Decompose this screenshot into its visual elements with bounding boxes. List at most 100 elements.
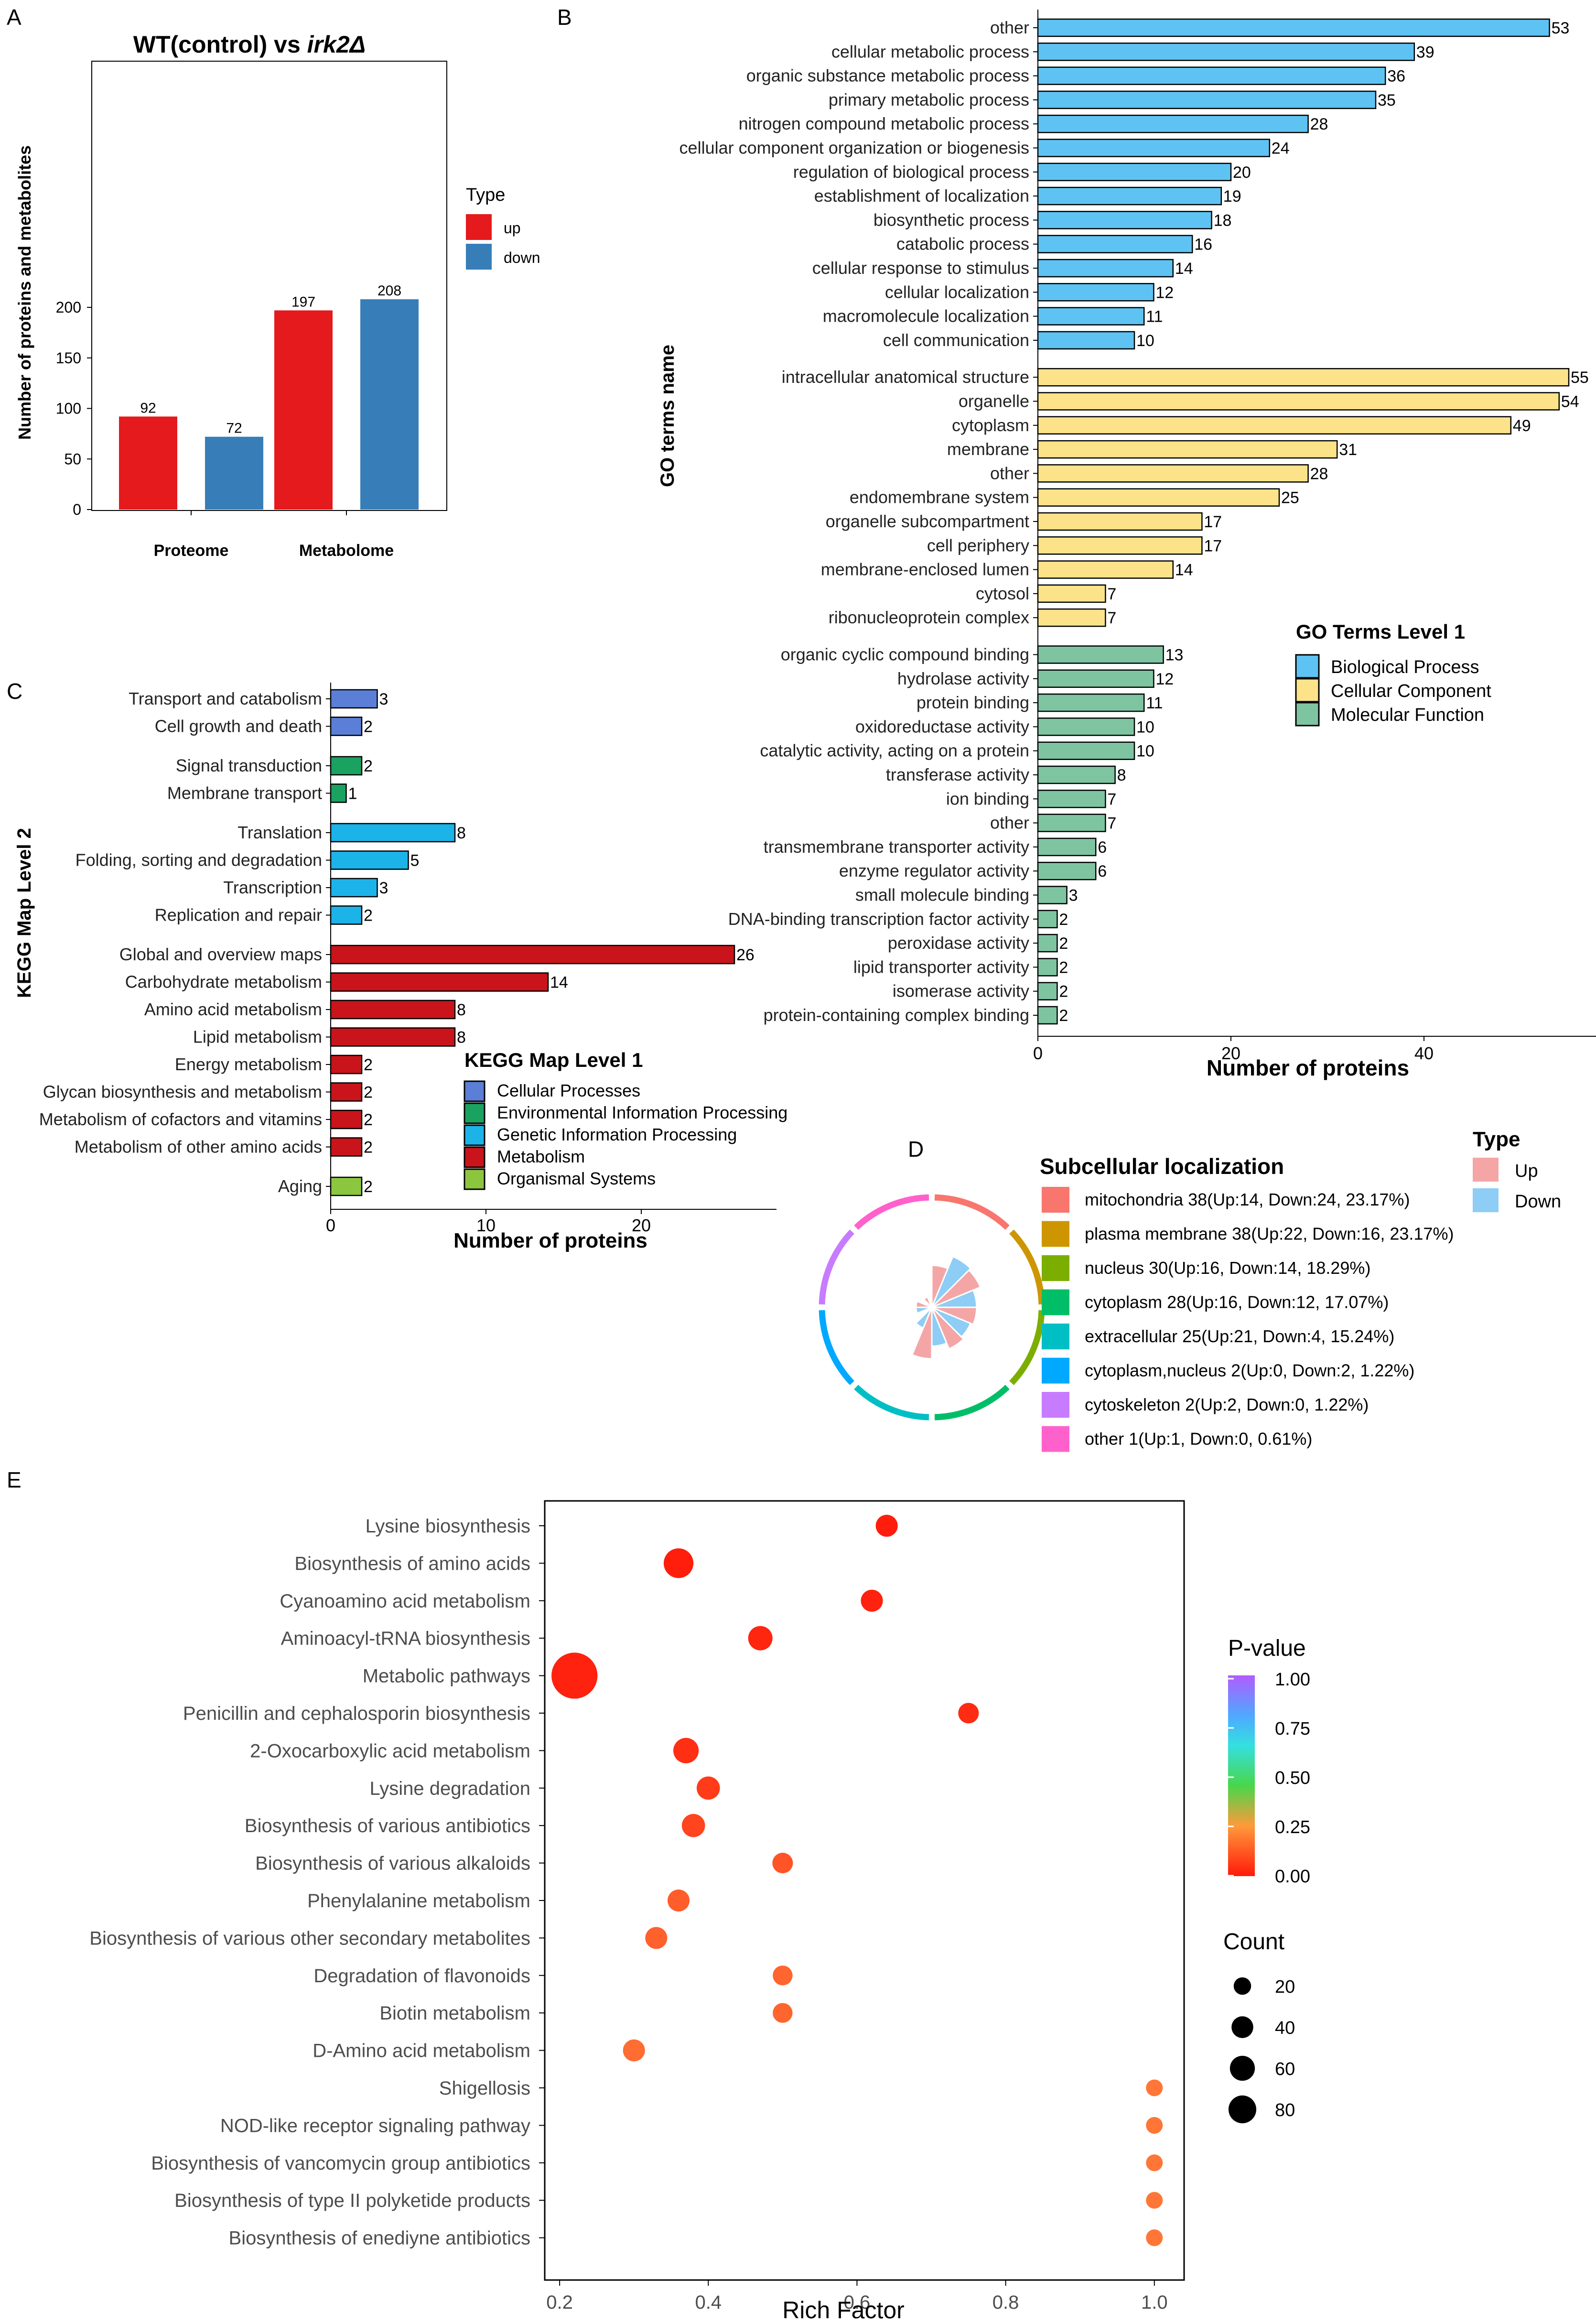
x-tick-label: 20 bbox=[632, 1216, 651, 1235]
bar-molecular-function-protein-containing-complex-binding bbox=[1037, 1006, 1058, 1025]
count-legend-circle-80 bbox=[1228, 2095, 1257, 2124]
pvalue-tick-label: 0.00 bbox=[1275, 1867, 1310, 1887]
y-tick-label-penicillin-and-cephalosporin-biosynthesis: Penicillin and cephalosporin biosynthesi… bbox=[183, 1703, 530, 1724]
bar-metabolism-global-and-overview-maps bbox=[330, 945, 735, 965]
y-tick-label-organic-cyclic-compound-binding: organic cyclic compound binding bbox=[781, 645, 1029, 664]
bar-metabolome-up bbox=[274, 310, 333, 510]
data-label-endomembrane-system: 25 bbox=[1281, 489, 1299, 507]
legend-label-nucleus: nucleus 30(Up:16, Down:14, 18.29%) bbox=[1085, 1258, 1370, 1278]
data-label-small-molecule-binding: 3 bbox=[1069, 887, 1078, 905]
point-nod-like-receptor-signaling-pathway bbox=[1146, 2117, 1163, 2134]
point-phenylalanine-metabolism bbox=[668, 1889, 690, 1912]
bar-molecular-function-transferase-activity bbox=[1037, 765, 1116, 784]
y-tick-label-phenylalanine-metabolism: Phenylalanine metabolism bbox=[307, 1890, 530, 1911]
point-degradation-of-flavonoids bbox=[773, 1966, 793, 1986]
data-label-hydrolase-activity: 12 bbox=[1155, 670, 1174, 688]
panel-letter-b: B bbox=[557, 5, 572, 30]
bar-metabolism-energy-metabolism bbox=[330, 1054, 363, 1075]
y-tick-label-carbohydrate-metabolism: Carbohydrate metabolism bbox=[125, 972, 322, 992]
legend-label-cytoskeleton: cytoskeleton 2(Up:2, Down:0, 1.22%) bbox=[1085, 1395, 1369, 1414]
legend-label-extracellular: extracellular 25(Up:21, Down:4, 15.24%) bbox=[1085, 1326, 1394, 1346]
bar-cellular-component-cell-periphery bbox=[1037, 536, 1203, 555]
bar-genetic-information-processing-translation bbox=[330, 823, 456, 843]
y-tick-label-other: other bbox=[990, 463, 1029, 483]
data-label-carbohydrate-metabolism: 14 bbox=[550, 974, 568, 992]
bar-molecular-function-isomerase-activity bbox=[1037, 982, 1058, 1000]
y-tick-label-lysine-degradation: Lysine degradation bbox=[369, 1778, 530, 1799]
y-tick-label-cyanoamino-acid-metabolism: Cyanoamino acid metabolism bbox=[280, 1591, 530, 1612]
point-biosynthesis-of-type-ii-polyketide-products bbox=[1146, 2192, 1163, 2209]
data-label-biosynthetic-process: 18 bbox=[1214, 211, 1232, 229]
legend-label-up: up bbox=[504, 219, 521, 237]
data-label-other: 7 bbox=[1107, 814, 1116, 833]
bar-biological-process-nitrogen-compound-metabolic-process bbox=[1037, 114, 1309, 133]
y-tick-label-aging: Aging bbox=[278, 1176, 322, 1196]
y-tick-label-transferase-activity: transferase activity bbox=[886, 765, 1029, 784]
bar-molecular-function-peroxidase-activity bbox=[1037, 934, 1058, 953]
panel-a-plot: 0 50 100 150 200 Proteome 92 72 Metabolome 197 208 bbox=[56, 61, 447, 560]
panel-letter-e: E bbox=[7, 1467, 22, 1492]
bar-cellular-component-organelle-subcompartment bbox=[1037, 512, 1203, 531]
y-tick-label-biosynthesis-of-various-antibiotics: Biosynthesis of various antibiotics bbox=[245, 1815, 530, 1836]
panel-letter-d: D bbox=[908, 1137, 924, 1162]
panel-e-plot: Lysine biosynthesis Biosynthesis of amino… bbox=[89, 1500, 1185, 2313]
x-tick-label: 0.6 bbox=[844, 2292, 871, 2313]
data-label-ribonucleoprotein-complex: 7 bbox=[1107, 609, 1116, 627]
legend-swatch-up bbox=[466, 214, 492, 240]
point-metabolic-pathways bbox=[551, 1652, 598, 1699]
data-label-transport-and-catabolism: 3 bbox=[379, 690, 388, 708]
bar-proteome-down bbox=[205, 436, 263, 510]
data-label-macromolecule-localization: 11 bbox=[1146, 308, 1163, 326]
x-tick-label: 40 bbox=[1414, 1043, 1434, 1063]
y-tick-label-organic-substance-metabolic-process: organic substance metabolic process bbox=[746, 66, 1029, 86]
y-tick-label-protein-containing-complex-binding: protein-containing complex binding bbox=[764, 1005, 1029, 1025]
y-tick-label-signal-transduction: Signal transduction bbox=[176, 756, 322, 775]
y-tick-label-biotin-metabolism: Biotin metabolism bbox=[379, 2003, 530, 2024]
y-tick-label-ion-binding: ion binding bbox=[946, 789, 1029, 808]
y-tick-label-cellular-response-to-stimulus: cellular response to stimulus bbox=[812, 258, 1029, 278]
data-label-isomerase-activity: 2 bbox=[1059, 983, 1068, 1001]
point-penicillin-and-cephalosporin-biosynthesis bbox=[958, 1703, 979, 1724]
y-tick-label-nod-like-receptor-signaling-pathway: NOD-like receptor signaling pathway bbox=[220, 2115, 530, 2136]
legend-label-cytoplasm: cytoplasm 28(Up:16, Down:12, 17.07%) bbox=[1085, 1292, 1389, 1312]
ring-segment-cytoplasm bbox=[934, 1385, 1010, 1421]
panel-d-legend-title: Subcellular localization bbox=[1040, 1154, 1284, 1179]
point-biosynthesis-of-various-alkaloids bbox=[772, 1853, 793, 1874]
bar-biological-process-macromolecule-localization bbox=[1037, 307, 1145, 326]
wedge-mitochondria-down bbox=[931, 1255, 972, 1308]
data-label-folding-sorting-and-degradation: 5 bbox=[410, 852, 420, 870]
x-tick-label: 0 bbox=[326, 1216, 335, 1235]
legend-swatch-organismal-systems bbox=[464, 1168, 485, 1190]
y-tick-label-folding-sorting-and-degradation: Folding, sorting and degradation bbox=[75, 850, 322, 870]
data-label-oxidoreductase-activity: 10 bbox=[1136, 718, 1154, 736]
data-label-cellular-response-to-stimulus: 14 bbox=[1175, 260, 1193, 278]
legend-swatch-metabolism bbox=[464, 1146, 485, 1168]
bar-biological-process-cellular-localization bbox=[1037, 283, 1154, 302]
legend-label-biological-process: Biological Process bbox=[1331, 657, 1479, 677]
pvalue-colorbar bbox=[1228, 1675, 1255, 1876]
panel-c-x-axis-label: Number of proteins bbox=[453, 1229, 647, 1252]
y-tick-label-metabolism-of-cofactors-and-vitamins: Metabolism of cofactors and vitamins bbox=[39, 1109, 322, 1129]
x-tick-label-proteome: Proteome bbox=[154, 542, 229, 560]
panel-d-type-legend-title: Type bbox=[1473, 1128, 1520, 1151]
count-legend-label: 60 bbox=[1275, 2059, 1295, 2079]
legend-label-mitochondria: mitochondria 38(Up:14, Down:24, 23.17%) bbox=[1085, 1190, 1410, 1209]
bar-metabolism-glycan-biosynthesis-and-metabolism bbox=[330, 1082, 363, 1102]
y-tick-label-cell-growth-and-death: Cell growth and death bbox=[155, 717, 322, 736]
panel-b-legend-title: GO Terms Level 1 bbox=[1296, 620, 1465, 643]
point-biosynthesis-of-vancomycin-group-antibiotics bbox=[1146, 2154, 1163, 2172]
legend-label-organismal-systems: Organismal Systems bbox=[497, 1169, 656, 1188]
y-tick-label-global-and-overview-maps: Global and overview maps bbox=[119, 945, 322, 964]
data-label-signal-transduction: 2 bbox=[364, 757, 373, 775]
point-2-oxocarboxylic-acid-metabolism bbox=[673, 1738, 699, 1763]
y-tick-label-regulation-of-biological-process: regulation of biological process bbox=[793, 162, 1029, 182]
bar-environmental-information-processing-membrane-transport bbox=[330, 783, 347, 803]
y-tick-label-protein-binding: protein binding bbox=[917, 693, 1029, 712]
ring-segment-cytoplasm-nucleus bbox=[819, 1310, 854, 1385]
y-tick-label-biosynthesis-of-vancomycin-group-antibiotics: Biosynthesis of vancomycin group antibio… bbox=[151, 2153, 530, 2174]
data-label-membrane-enclosed-lumen: 14 bbox=[1175, 561, 1193, 579]
count-legend-label: 80 bbox=[1275, 2100, 1295, 2120]
legend-label-molecular-function: Molecular Function bbox=[1331, 705, 1484, 725]
data-label-global-and-overview-maps: 26 bbox=[736, 946, 755, 964]
y-tick-label-lipid-metabolism: Lipid metabolism bbox=[193, 1027, 322, 1047]
